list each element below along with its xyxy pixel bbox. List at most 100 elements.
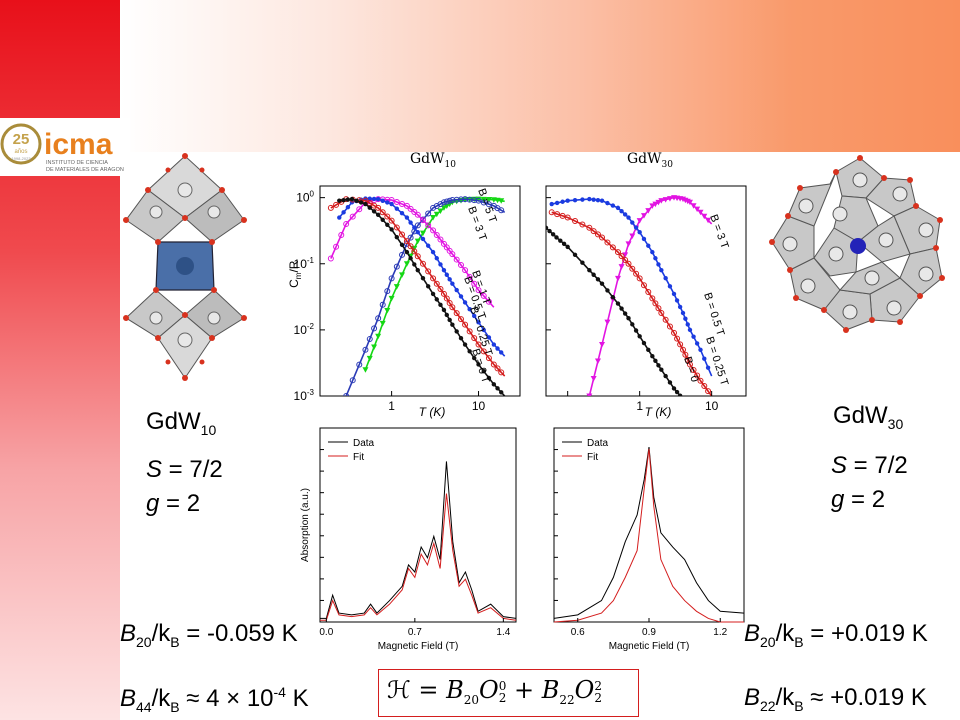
data-point [684, 356, 691, 363]
legend-label-fit: Fit [587, 452, 598, 463]
data-point [646, 243, 651, 248]
data-point [637, 230, 642, 235]
data-point [663, 373, 668, 379]
data-point [345, 197, 351, 202]
data-point [572, 218, 579, 225]
data-point [579, 221, 586, 228]
x-axis-label: T (K) [645, 405, 672, 419]
chart2-title: GdW30 [627, 151, 673, 170]
data-point [697, 209, 704, 216]
data-point [371, 196, 377, 202]
y-tick-label: 10-2 [294, 322, 315, 337]
data-point [454, 287, 459, 293]
data-point [485, 197, 492, 203]
data-point [650, 353, 655, 359]
data-point [444, 272, 450, 277]
data-point [415, 230, 420, 235]
data-point [437, 285, 444, 292]
data-point [438, 262, 443, 267]
data-point [641, 236, 647, 242]
data-point [682, 351, 689, 358]
data-point [379, 320, 386, 327]
data-point [572, 252, 578, 258]
data-point [705, 365, 711, 370]
data-point [633, 328, 639, 333]
y-tick-label: 10-1 [294, 256, 315, 271]
data-point [604, 319, 611, 326]
data-point [389, 227, 394, 232]
data-point [480, 199, 487, 206]
data-point [393, 284, 400, 290]
data-point [446, 197, 453, 204]
data-point [572, 197, 578, 203]
data-point [667, 380, 673, 385]
data-point [650, 249, 655, 255]
chart1-title: GdW10 [410, 151, 456, 170]
series-line [320, 461, 517, 619]
data-point [443, 198, 450, 205]
data-point [590, 376, 597, 382]
data-point [337, 198, 342, 203]
data-point [618, 253, 625, 260]
data-point [399, 231, 406, 238]
data-point [599, 198, 605, 203]
gdw30-spin: S = 7/2 [831, 452, 908, 479]
data-point [341, 197, 346, 203]
data-point [438, 302, 443, 308]
data-point [587, 267, 592, 273]
data-point [441, 267, 447, 273]
data-point [447, 317, 452, 323]
data-point [399, 242, 405, 248]
data-point [437, 208, 444, 214]
logo-name: icma [44, 128, 113, 161]
data-point [458, 294, 464, 299]
data-point [414, 211, 421, 218]
data-point [586, 224, 593, 231]
data-point [462, 300, 468, 305]
data-point [491, 382, 497, 387]
x-tick-label: 0.7 [408, 627, 422, 638]
data-point [408, 256, 413, 261]
data-point [653, 358, 658, 363]
data-point [498, 207, 505, 214]
data-point [420, 236, 426, 242]
data-point [467, 349, 472, 354]
data-point [671, 291, 677, 297]
data-point [687, 327, 693, 333]
data-point [595, 277, 601, 282]
data-point [434, 256, 439, 261]
data-point [472, 355, 477, 361]
data-point [659, 267, 664, 273]
data-point [384, 213, 391, 220]
data-point [449, 197, 456, 204]
data-point [358, 200, 364, 205]
data-point [546, 225, 549, 230]
data-point [595, 197, 601, 203]
data-point [656, 262, 661, 267]
data-point [380, 217, 385, 222]
data-point [686, 199, 693, 206]
data-point [629, 233, 636, 239]
x-tick-label: 1.2 [713, 627, 727, 638]
data-point [420, 276, 426, 281]
data-point [655, 305, 662, 312]
data-point [404, 215, 410, 220]
data-point [345, 204, 351, 210]
legend-label-fit: Fit [353, 452, 364, 463]
data-point [411, 248, 418, 255]
data-point [622, 257, 629, 264]
data-point [662, 316, 669, 323]
x-tick-label: 10 [705, 399, 719, 413]
data-point [698, 347, 703, 352]
data-point [633, 270, 640, 277]
data-point [399, 211, 405, 216]
data-point [385, 200, 390, 205]
x-tick-label: 0.6 [571, 627, 585, 638]
data-point [433, 211, 440, 218]
data-point [610, 203, 616, 208]
data-point [333, 201, 340, 208]
data-point [494, 365, 501, 372]
data-point [626, 215, 631, 220]
x-axis-label: Magnetic Field (T) [378, 641, 459, 652]
data-point [655, 199, 662, 206]
